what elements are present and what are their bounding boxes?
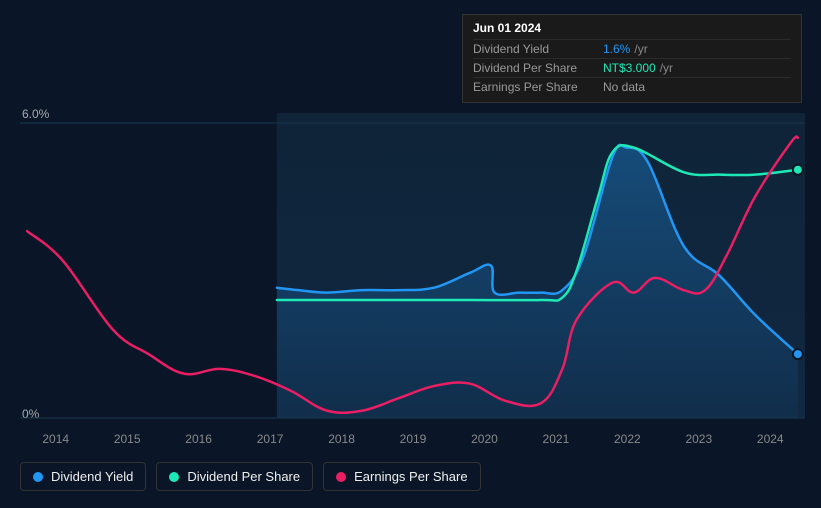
x-tick-label: 2020	[471, 432, 498, 446]
tooltip: Jun 01 2024 Dividend Yield1.6%/yrDividen…	[462, 14, 802, 103]
x-tick-label: 2022	[614, 432, 641, 446]
tooltip-date: Jun 01 2024	[473, 21, 791, 35]
tooltip-row-value: No data	[603, 80, 645, 94]
x-tick-label: 2015	[114, 432, 141, 446]
x-tick-label: 2021	[543, 432, 570, 446]
legend: Dividend Yield Dividend Per Share Earnings…	[20, 462, 481, 491]
x-tick-label: 2023	[685, 432, 712, 446]
legend-label: Dividend Yield	[51, 469, 133, 484]
tooltip-row-value: 1.6%	[603, 42, 630, 56]
x-tick-label: 2017	[257, 432, 284, 446]
legend-label: Earnings Per Share	[354, 469, 467, 484]
tooltip-row: Dividend Yield1.6% /yr	[473, 39, 791, 58]
legend-dot	[336, 472, 346, 482]
tooltip-row-label: Earnings Per Share	[473, 80, 603, 94]
x-tick-label: 2024	[757, 432, 784, 446]
legend-label: Dividend Per Share	[187, 469, 300, 484]
legend-item[interactable]: Dividend Yield	[20, 462, 146, 491]
tooltip-row: Dividend Per ShareNT$3.000/yr	[473, 58, 791, 77]
legend-dot	[33, 472, 43, 482]
tooltip-row-unit: /yr	[634, 42, 647, 56]
tooltip-row-unit: /yr	[660, 61, 673, 75]
chart-plot	[20, 113, 805, 428]
legend-dot	[169, 472, 179, 482]
chart-container: Jun 01 2024 Dividend Yield1.6%/yrDividen…	[0, 0, 821, 508]
x-tick-label: 2016	[185, 432, 212, 446]
legend-item[interactable]: Dividend Per Share	[156, 462, 313, 491]
x-tick-label: 2014	[42, 432, 69, 446]
tooltip-row-label: Dividend Per Share	[473, 61, 603, 75]
x-axis-labels: 2014 2015 2016 2017 2018 2019 2020 2021 2022 2023…	[20, 432, 806, 446]
tooltip-row-label: Dividend Yield	[473, 42, 603, 56]
x-tick-label: 2019	[400, 432, 427, 446]
tooltip-row: Earnings Per ShareNo data	[473, 77, 791, 96]
legend-item[interactable]: Earnings Per Share	[323, 462, 480, 491]
x-tick-label: 2018	[328, 432, 355, 446]
tooltip-row-value: NT$3.000	[603, 61, 656, 75]
